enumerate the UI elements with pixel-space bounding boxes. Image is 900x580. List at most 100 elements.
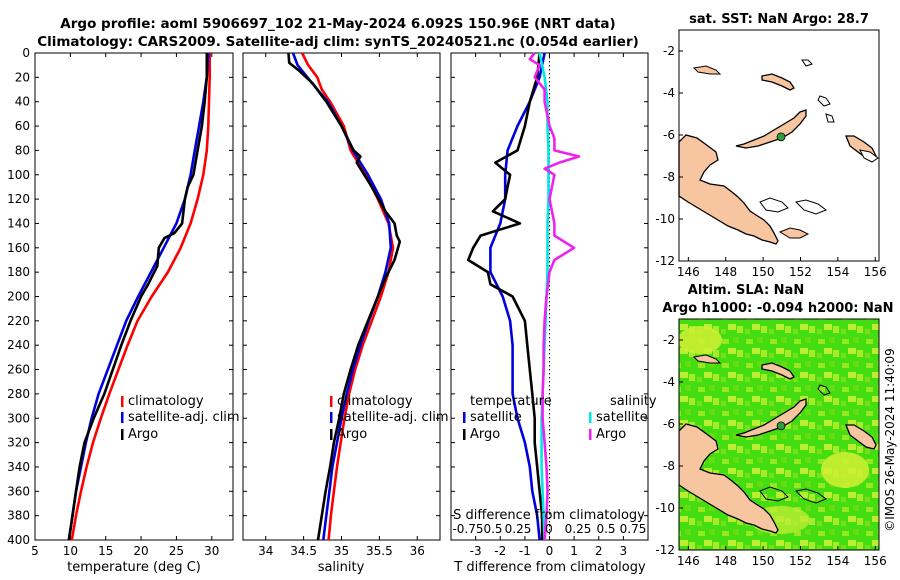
difference-x-tick-label: -2 [494, 544, 506, 558]
sst-map-y-tick-label: -2 [663, 44, 675, 58]
salinity-x-tick-label: 34 [258, 544, 273, 558]
legend-swatch-t-satellite [463, 412, 466, 423]
sst-east-cape-outline [794, 199, 828, 215]
depth-tick-label: 0 [22, 46, 30, 60]
legend-label-argo: Argo [128, 427, 158, 442]
sst-map-frame [678, 29, 880, 262]
sst-south-islands [778, 227, 810, 239]
sla-map-x-tick-label: 150 [752, 554, 775, 568]
temperature-x-tick-label: 10 [63, 544, 78, 558]
depth-tick-label: 360 [7, 484, 30, 498]
sst-map-x-tick-label: 146 [677, 265, 700, 279]
imos-watermark: ©IMOS 26-May-2024 11:40:09 [883, 348, 897, 532]
salinity-difference-tick-labels: -0.75 0.5 0.25 0 0.25 0.5 0.75 [452, 522, 646, 536]
sla-map-y-tick-label: -6 [663, 417, 675, 431]
series-line-t-argo [466, 52, 544, 540]
legend-swatch-satellite [330, 412, 333, 423]
sla-map-frame [678, 318, 880, 551]
salinity-difference-tick-label: 0 [545, 522, 553, 536]
depth-tick-label: 380 [7, 509, 30, 523]
header-line-2: Climatology: CARS2009. Satellite-adj cli… [37, 34, 639, 50]
temperature-difference-legend: temperature satellite Argo [463, 394, 552, 442]
sla-map-panel: Altim. SLA: NaN Argo h1000: -0.094 h2000… [655, 283, 893, 568]
sla-admiralty-islands [692, 354, 722, 364]
salinity-difference-legend: salinity satellite Argo [589, 394, 657, 442]
salinity-difference-tick-label: 0.25 [505, 522, 532, 536]
sla-map-y-tick-label: -8 [663, 459, 675, 473]
sst-map-ticks: 146 148 150 152 154 156 -2 -4 -6 -8 -10 -12 [655, 44, 886, 279]
salinity-difference-tick-label: 0.5 [483, 522, 502, 536]
difference-x-ticks: -3 -2 -1 0 1 2 3 [470, 53, 627, 558]
sst-map-x-tick-label: 150 [752, 265, 775, 279]
salinity-depth-ticks [243, 52, 440, 541]
sla-high-patch-2 [821, 452, 869, 488]
sla-map-x-tick-label: 154 [826, 554, 849, 568]
series-line-t-satellite [489, 52, 546, 541]
depth-tick-label: 80 [15, 143, 30, 157]
sst-map-title: sat. SST: NaN Argo: 28.7 [689, 12, 869, 27]
depth-tick-label: 260 [7, 363, 30, 377]
sst-new-guinea-mainland [678, 134, 779, 245]
legend-label-s-argo: Argo [596, 427, 626, 442]
salinity-plot-frame [242, 52, 441, 541]
salinity-lines [287, 52, 402, 541]
salinity-difference-tick-label: -0.75 [452, 522, 483, 536]
sla-map-subtitle: Argo h1000: -0.094 h2000: NaN [662, 301, 893, 316]
sst-map-y-tick-label: -8 [663, 170, 675, 184]
temperature-xlabel: temperature (deg C) [67, 560, 201, 575]
depth-tick-label: 300 [7, 411, 30, 425]
sla-map-ticks: 146 148 150 152 154 156 -2 -4 -6 -8 -10 -12 [655, 333, 886, 568]
sla-new-britain [735, 398, 807, 438]
temperature-x-tick-label: 5 [31, 544, 39, 558]
depth-tick-label: 220 [7, 314, 30, 328]
sla-argo-position-marker [776, 421, 786, 431]
sst-argo-position-marker [776, 132, 786, 142]
salinity-difference-tick-label: 0.5 [596, 522, 615, 536]
legend-label-argo: Argo [337, 427, 367, 442]
depth-tick-label: 180 [7, 265, 30, 279]
series-line-argo [287, 52, 402, 541]
sla-map-land [679, 326, 877, 534]
legend-label-climatology: climatology [128, 394, 204, 409]
header-line-1: Argo profile: aoml 5906697_102 21-May-20… [60, 16, 615, 32]
depth-tick-label: 400 [7, 533, 30, 547]
salinity-x-ticks: 34 34.5 35 35.5 36 [258, 53, 425, 558]
salinity-xlabel: salinity [318, 560, 365, 575]
salinity-x-tick-label: 36 [410, 544, 425, 558]
temperature-x-tick-label: 30 [204, 544, 219, 558]
difference-x-tick-label: 2 [595, 544, 603, 558]
depth-tick-label: 100 [7, 168, 30, 182]
salinity-panel: 34 34.5 35 35.5 36 salinity climatology sate… [242, 52, 449, 575]
depth-axis-labels: 0 20 40 60 80 100 120 140 160 180 200 220 240 260 280 3… [7, 46, 30, 547]
sst-map-background [679, 30, 879, 261]
salinity-x-tick-label: 35.5 [366, 544, 393, 558]
difference-x-tick-label: -1 [519, 544, 531, 558]
series-line-s-argo [528, 52, 581, 541]
sla-map-y-tick-label: -12 [655, 543, 675, 557]
difference-x-tick-label: -3 [470, 544, 482, 558]
legend-swatch-satellite [121, 412, 124, 423]
temperature-x-ticks: 5 10 15 20 25 30 [31, 53, 219, 558]
sla-bougainville [845, 424, 877, 450]
sla-map-x-tick-label: 146 [677, 554, 700, 568]
sst-admiralty-islands [692, 65, 722, 75]
legend-title-salinity: salinity [610, 394, 657, 409]
sst-map-y-tick-label: -4 [663, 86, 675, 100]
legend-swatch-argo [121, 429, 124, 440]
depth-tick-label: 140 [7, 216, 30, 230]
legend-label-satellite: satellite-adj. clim [337, 410, 449, 425]
sst-new-georgia-outline [859, 149, 879, 163]
sst-map-land [678, 59, 879, 245]
sla-map-y-tick-label: -2 [663, 333, 675, 347]
legend-label-s-satellite: satellite [596, 410, 648, 425]
sst-map-x-tick-label: 154 [826, 265, 849, 279]
depth-tick-label: 40 [15, 95, 30, 109]
depth-tick-label: 160 [7, 241, 30, 255]
temperature-x-tick-label: 15 [98, 544, 113, 558]
sla-new-ireland [761, 362, 795, 380]
sst-new-ireland [761, 73, 795, 91]
salinity-x-tick-label: 35 [334, 544, 349, 558]
sla-new-guinea-mainland [679, 423, 779, 534]
depth-tick-label: 60 [15, 119, 30, 133]
sla-map-title: Altim. SLA: NaN [688, 283, 804, 298]
